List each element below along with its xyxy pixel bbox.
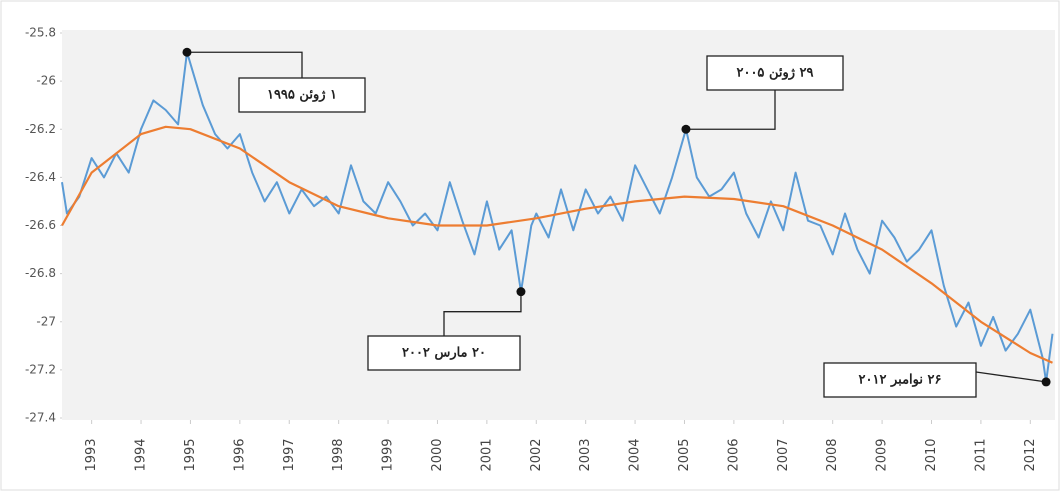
annotation-box (238, 77, 366, 113)
annotation-label: ۲۰ مارس ۲۰۰۲ (402, 346, 486, 361)
y-tick-label: -27.4 (25, 411, 56, 425)
series-line (61, 51, 1054, 383)
annotation-connector (186, 51, 303, 78)
x-tick-label: 2004 (628, 438, 643, 471)
x-tick-label: 2006 (726, 438, 741, 471)
y-tick-label: -25.8 (25, 26, 56, 40)
y-tick-label: -26.2 (25, 122, 56, 136)
x-tick-label: 2003 (578, 438, 593, 471)
annotation-point (681, 124, 691, 134)
annotation-connector (443, 291, 522, 336)
y-tick-label: -27.2 (25, 362, 56, 376)
y-tick-label: -26.8 (25, 266, 56, 280)
x-tick-label: 1998 (331, 438, 346, 471)
x-tick-label: 1995 (183, 438, 198, 471)
y-tick-label: -26.4 (25, 170, 56, 184)
y-tick-label: -26.6 (25, 218, 56, 232)
annotation-box (367, 335, 521, 371)
series-line (61, 125, 1053, 364)
x-tick-label: 2012 (1023, 438, 1038, 471)
x-tick-label: 1999 (381, 438, 396, 471)
y-tick-label: -27 (36, 314, 56, 328)
annotation-label: ۲۶ نوامبر ۲۰۱۲ (859, 373, 942, 388)
annotation-box (706, 55, 844, 91)
annotation-connector (975, 371, 1047, 383)
x-tick-label: 2001 (479, 438, 494, 471)
x-tick-label: 2002 (529, 438, 544, 471)
annotation-point (182, 47, 192, 57)
x-tick-label: 2011 (973, 438, 988, 471)
x-tick-label: 2000 (430, 438, 445, 471)
x-tick-label: 2008 (825, 438, 840, 471)
annotation-point (516, 287, 526, 297)
x-tick-label: 1994 (134, 438, 149, 471)
plot-area (62, 30, 1055, 420)
x-tick-label: 1997 (282, 438, 297, 471)
x-tick-label: 2007 (776, 438, 791, 471)
x-tick-label: 1996 (232, 438, 247, 471)
y-tick-label: -26 (36, 74, 56, 88)
x-tick-label: 2010 (924, 438, 939, 471)
annotation-point (1041, 377, 1051, 387)
x-tick-label: 2005 (677, 438, 692, 471)
annotation-label: ۲۹ ژوئن ۲۰۰۵ (736, 66, 813, 81)
x-tick-label: 1993 (84, 438, 99, 471)
x-tick-label: 2009 (875, 438, 890, 471)
annotation-box (823, 362, 977, 398)
annotation-label: ۱ ژوئن ۱۹۹۵ (267, 88, 337, 103)
